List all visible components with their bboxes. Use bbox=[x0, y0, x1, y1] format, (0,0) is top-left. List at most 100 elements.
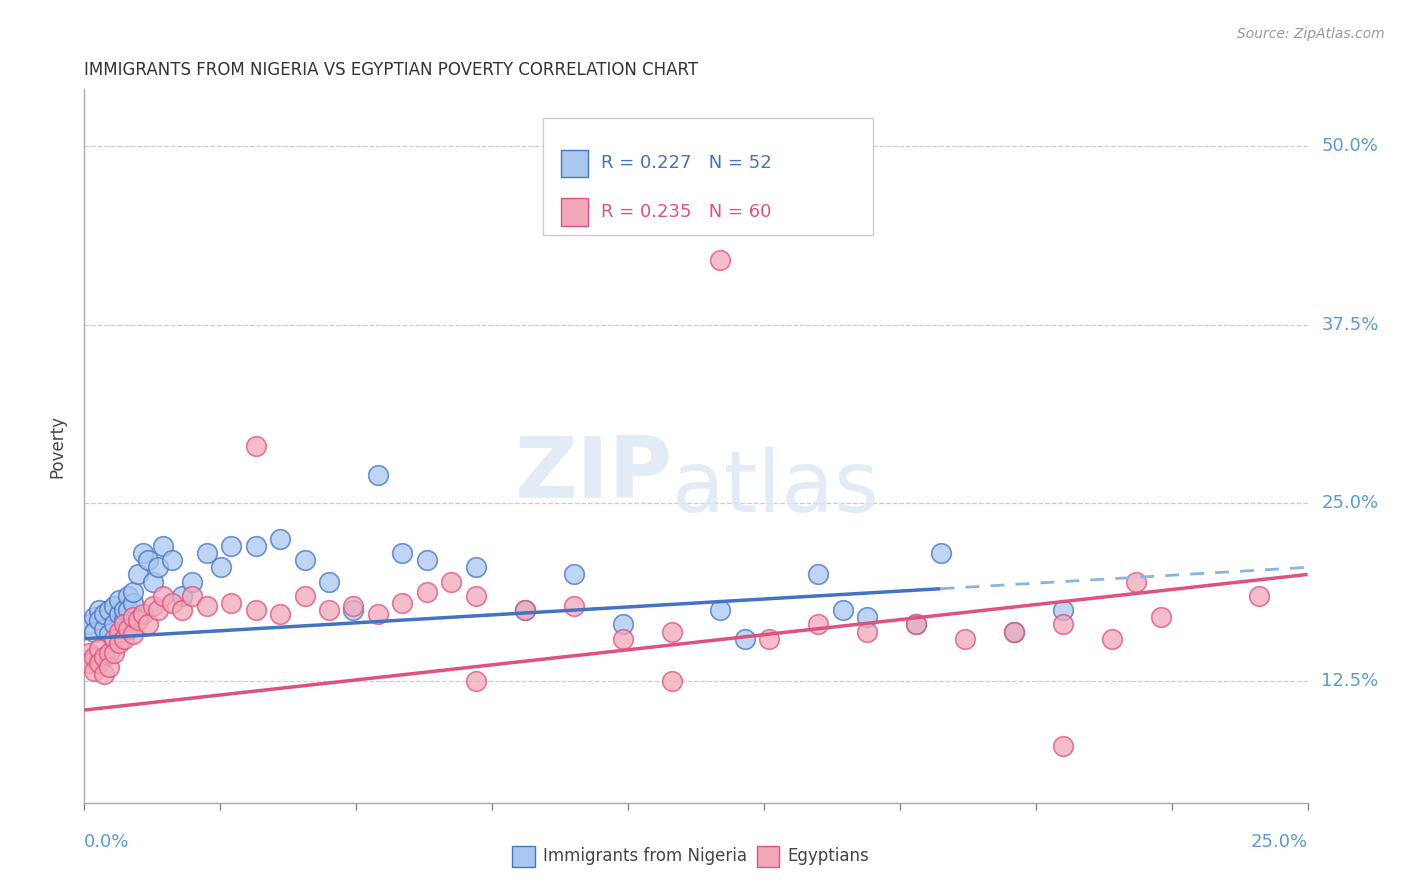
Point bbox=[122, 610, 145, 624]
Point bbox=[93, 650, 115, 665]
Point bbox=[83, 610, 105, 624]
Point bbox=[152, 539, 174, 553]
Text: Immigrants from Nigeria: Immigrants from Nigeria bbox=[543, 847, 747, 865]
Point bbox=[162, 596, 184, 610]
Bar bbox=[561, 198, 588, 226]
Point bbox=[1002, 624, 1025, 639]
Point bbox=[122, 584, 145, 599]
Point bbox=[93, 622, 115, 636]
Point bbox=[103, 599, 125, 613]
Point bbox=[391, 596, 413, 610]
Point bbox=[132, 546, 155, 560]
Point bbox=[122, 596, 145, 610]
Point bbox=[929, 546, 952, 560]
Point bbox=[367, 467, 389, 482]
Point bbox=[318, 603, 340, 617]
Point bbox=[97, 660, 120, 674]
Point bbox=[269, 607, 291, 622]
Point bbox=[107, 607, 129, 622]
Point bbox=[103, 632, 125, 646]
Text: 25.0%: 25.0% bbox=[1322, 494, 1379, 512]
Text: 25.0%: 25.0% bbox=[1250, 833, 1308, 851]
Point bbox=[172, 589, 194, 603]
Point bbox=[97, 627, 120, 641]
Point bbox=[112, 617, 135, 632]
Point bbox=[905, 617, 928, 632]
Point bbox=[391, 546, 413, 560]
Point bbox=[87, 656, 110, 670]
Point bbox=[905, 617, 928, 632]
Point bbox=[1247, 589, 1270, 603]
Point bbox=[831, 603, 853, 617]
Point bbox=[146, 603, 169, 617]
Point bbox=[612, 617, 634, 632]
Point bbox=[318, 574, 340, 589]
Point bbox=[162, 553, 184, 567]
Point bbox=[195, 599, 218, 613]
Point bbox=[97, 603, 120, 617]
Point bbox=[856, 624, 879, 639]
Text: Egyptians: Egyptians bbox=[787, 847, 869, 865]
Text: 0.0%: 0.0% bbox=[84, 833, 129, 851]
Bar bbox=[758, 846, 779, 867]
Point bbox=[132, 607, 155, 622]
Point bbox=[464, 560, 486, 574]
Point bbox=[807, 567, 830, 582]
Point bbox=[1125, 574, 1147, 589]
Point bbox=[77, 617, 100, 632]
Point bbox=[464, 674, 486, 689]
Point bbox=[117, 589, 139, 603]
Point bbox=[209, 560, 232, 574]
Point bbox=[709, 253, 731, 268]
Point bbox=[219, 539, 242, 553]
Point bbox=[117, 603, 139, 617]
Point bbox=[709, 603, 731, 617]
Point bbox=[146, 560, 169, 574]
Point bbox=[181, 574, 204, 589]
Point bbox=[77, 646, 100, 660]
Text: 50.0%: 50.0% bbox=[1322, 137, 1378, 155]
Point bbox=[294, 553, 316, 567]
Point bbox=[136, 617, 159, 632]
Text: atlas: atlas bbox=[672, 447, 880, 531]
Point bbox=[152, 589, 174, 603]
Point bbox=[172, 603, 194, 617]
Point bbox=[269, 532, 291, 546]
Point bbox=[77, 656, 100, 670]
Point bbox=[117, 622, 139, 636]
Point bbox=[661, 624, 683, 639]
Point bbox=[612, 632, 634, 646]
Point bbox=[416, 584, 439, 599]
Point bbox=[103, 617, 125, 632]
Point bbox=[416, 553, 439, 567]
Text: 12.5%: 12.5% bbox=[1322, 673, 1379, 690]
Point bbox=[562, 567, 585, 582]
Point bbox=[219, 596, 242, 610]
Point bbox=[1101, 632, 1123, 646]
Bar bbox=[512, 846, 534, 867]
Point bbox=[294, 589, 316, 603]
Point bbox=[107, 593, 129, 607]
Point bbox=[245, 439, 267, 453]
Point bbox=[97, 646, 120, 660]
Point bbox=[513, 603, 536, 617]
Point bbox=[758, 632, 780, 646]
Point bbox=[127, 567, 149, 582]
Point bbox=[464, 589, 486, 603]
Point bbox=[661, 674, 683, 689]
Text: ZIP: ZIP bbox=[513, 433, 672, 516]
Point bbox=[342, 603, 364, 617]
Point bbox=[112, 632, 135, 646]
Bar bbox=[561, 150, 588, 177]
Point bbox=[807, 617, 830, 632]
Point bbox=[367, 607, 389, 622]
Point bbox=[136, 553, 159, 567]
Point bbox=[127, 613, 149, 627]
Point bbox=[103, 646, 125, 660]
Point bbox=[856, 610, 879, 624]
Point bbox=[83, 624, 105, 639]
FancyBboxPatch shape bbox=[543, 118, 873, 235]
Point bbox=[83, 665, 105, 679]
Point bbox=[87, 613, 110, 627]
Point bbox=[142, 599, 165, 613]
